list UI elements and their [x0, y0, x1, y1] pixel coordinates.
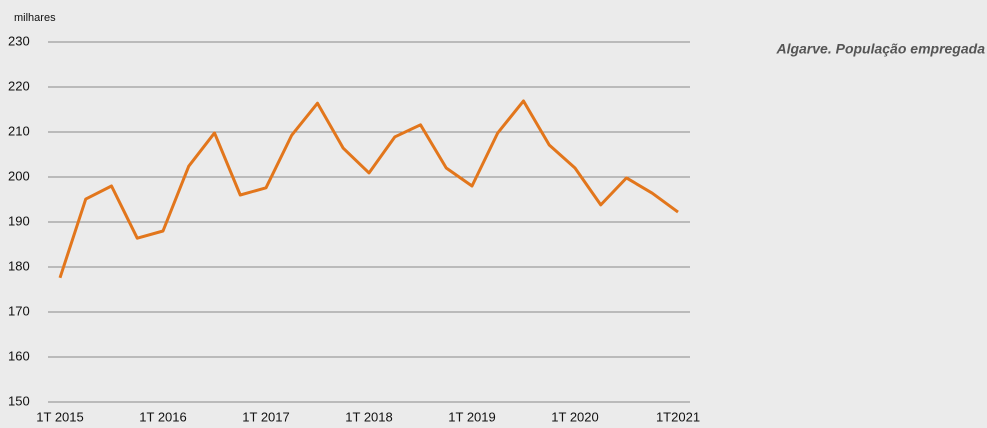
x-tick-label: 1T 2018 [345, 409, 392, 424]
y-tick-label: 180 [8, 258, 30, 273]
x-tick-label: 1T 2020 [551, 409, 598, 424]
y-tick-label: 150 [8, 393, 30, 408]
y-tick-label: 220 [8, 78, 30, 93]
y-tick-label: 210 [8, 123, 30, 138]
x-tick-label: 1T 2019 [448, 409, 495, 424]
x-tick-label: 1T2021 [656, 409, 700, 424]
y-tick-label: 160 [8, 348, 30, 363]
x-tick-label: 1T 2017 [242, 409, 289, 424]
x-tick-label: 1T 2016 [139, 409, 186, 424]
y-tick-label: 190 [8, 213, 30, 228]
chart-title: Algarve. População empregada [775, 41, 985, 57]
data-line [58, 99, 679, 279]
y-tick-label: 170 [8, 303, 30, 318]
x-tick-label: 1T 2015 [36, 409, 83, 424]
y-axis-label: milhares [14, 12, 56, 24]
y-tick-label: 200 [8, 168, 30, 183]
y-tick-label: 230 [8, 33, 30, 48]
